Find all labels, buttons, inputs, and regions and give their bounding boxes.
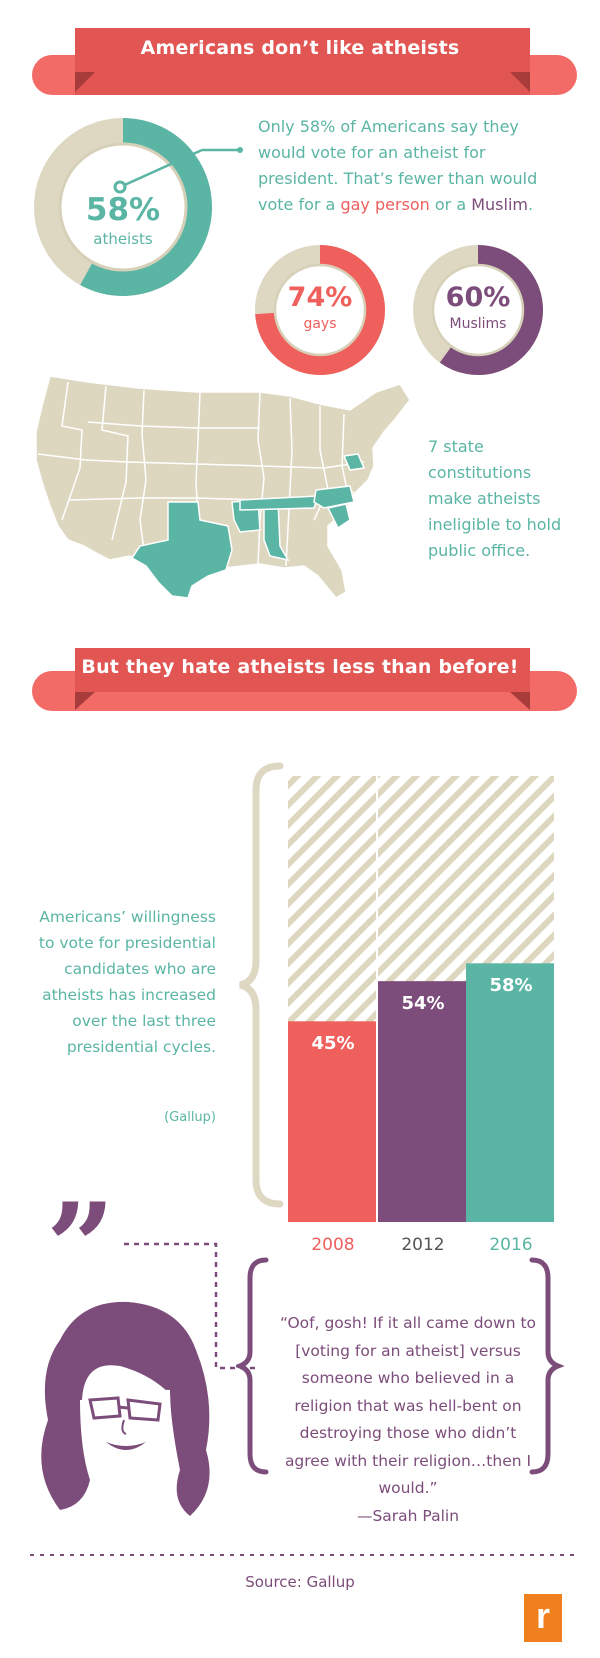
muslims-ring-center: 60% Muslims xyxy=(408,240,548,380)
intro-muslim-highlight: Muslim xyxy=(471,195,528,214)
atheists-label: atheists xyxy=(93,230,153,248)
banner-ribbon-2 xyxy=(32,648,577,711)
chart-citation: (Gallup) xyxy=(164,1110,216,1125)
x-tick-label-2008: 2008 xyxy=(311,1235,355,1255)
logo-icon: r xyxy=(524,1594,562,1642)
quote-connector xyxy=(124,1242,260,1370)
footer-divider xyxy=(30,1554,575,1556)
x-tick-label-2012: 2012 xyxy=(401,1235,445,1255)
x-tick-label-2016: 2016 xyxy=(489,1235,533,1255)
section-title-2: But they hate atheists less than before! xyxy=(81,656,519,678)
source-text: Source: Gallup xyxy=(245,1573,355,1591)
atheists-pct: 58% xyxy=(85,192,161,228)
banner-ribbon xyxy=(32,28,577,95)
bar-2012 xyxy=(378,981,466,1222)
muslims-label: Muslims xyxy=(449,316,507,332)
muslims-ring xyxy=(413,245,543,375)
bar-value-label-2016: 58% xyxy=(489,975,533,997)
states-text: 7 state constitutions make atheists inel… xyxy=(428,437,562,560)
gays-ring-center: 74% gays xyxy=(250,240,390,380)
bar-value-label-2012: 54% xyxy=(401,993,445,1015)
quote-mark-icon: ” xyxy=(46,1177,116,1318)
intro-part3: . xyxy=(528,195,534,214)
bar-value-label-2008: 45% xyxy=(311,1033,355,1055)
chart-brace xyxy=(239,762,284,1208)
quote-bracket xyxy=(236,1257,565,1475)
atheists-ring xyxy=(34,118,212,296)
gays-label: gays xyxy=(303,316,337,332)
quote-author: —Sarah Palin xyxy=(356,1506,460,1525)
section-title-1: Americans don’t like atheists xyxy=(140,37,460,59)
gays-ring xyxy=(255,245,385,375)
intro-part1: Only 58% of Americans say they would vot… xyxy=(258,117,538,214)
quote-text: “Oof, gosh! If it all came down to [voti… xyxy=(276,1310,540,1530)
muslims-pct: 60% xyxy=(445,282,511,313)
quote-body: “Oof, gosh! If it all came down to [voti… xyxy=(279,1314,537,1497)
connector-line xyxy=(113,147,243,194)
intro-part2: or a xyxy=(429,195,472,214)
atheists-ring-center: 58% atheists xyxy=(28,112,218,302)
gays-pct: 74% xyxy=(287,282,353,313)
sarah-palin-portrait xyxy=(41,1301,210,1516)
us-map xyxy=(35,375,411,599)
chart-description: Americans’ willingness to vote for presi… xyxy=(38,908,216,1056)
bar-2008 xyxy=(288,1021,376,1222)
intro-text: Only 58% of Americans say they would vot… xyxy=(258,114,558,218)
intro-gay-highlight: gay person xyxy=(340,195,430,214)
bar-2016 xyxy=(466,963,554,1222)
